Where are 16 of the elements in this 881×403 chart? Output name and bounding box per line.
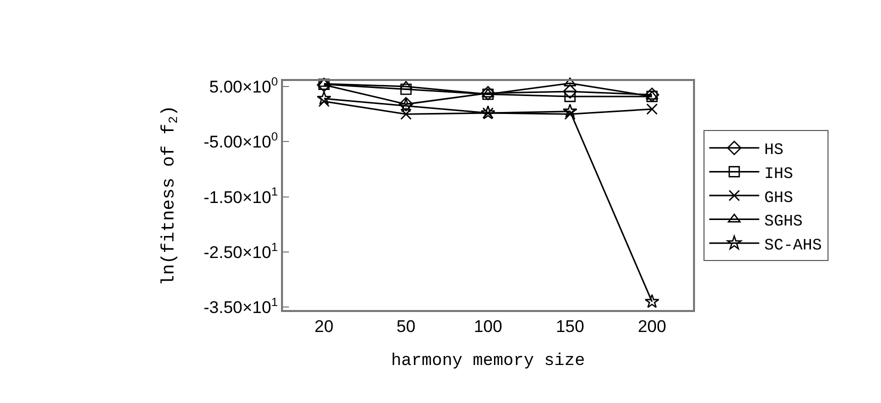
x-tick-label: 50 xyxy=(396,317,416,336)
legend-label: HS xyxy=(764,141,784,160)
x-axis-title: harmony memory size xyxy=(391,352,585,372)
y-tick-label: -2.50×10$^{1}$ xyxy=(204,240,278,262)
legend-label: IHS xyxy=(764,164,794,183)
legend-label: SC-AHS xyxy=(764,236,822,254)
x-tick-label: 150 xyxy=(556,317,584,336)
y-tick-label: 5.00×10$^{0}$ xyxy=(209,74,278,96)
y-tick-label: -3.50×10$^{1}$ xyxy=(204,295,278,318)
x-tick-label: 20 xyxy=(314,317,334,336)
y-tick-label: -5.00×10$^{0}$ xyxy=(204,130,278,152)
legend-label: GHS xyxy=(764,188,794,207)
x-tick-label: 200 xyxy=(638,317,666,336)
y-tick-label: -1.50×10$^{1}$ xyxy=(204,184,278,207)
x-tick-label: 100 xyxy=(474,317,502,336)
legend-label: SGHS xyxy=(764,212,803,231)
